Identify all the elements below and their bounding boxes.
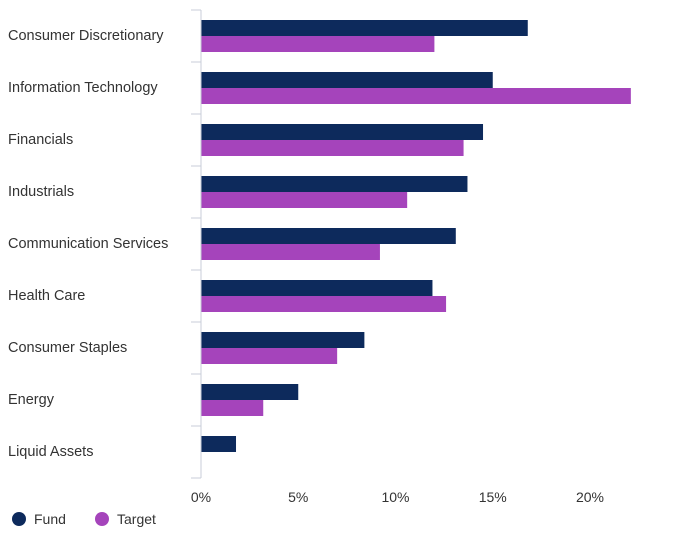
category-label-communication-services: Communication Services <box>8 236 168 252</box>
bar-fund-financials <box>201 124 484 140</box>
legend: Fund Target <box>12 511 156 527</box>
category-label-liquid-assets: Liquid Assets <box>8 444 93 460</box>
category-label-industrials: Industrials <box>8 184 74 200</box>
category-label-financials: Financials <box>8 132 73 148</box>
category-labels: Consumer Discretionary Information Techno… <box>8 28 168 460</box>
x-axis-tick-labels: 0% 5% 10% 15% 20% <box>191 489 604 505</box>
bars-layer <box>201 20 631 452</box>
bar-target-industrials <box>201 192 408 208</box>
category-label-consumer-discretionary: Consumer Discretionary <box>8 28 164 44</box>
bar-fund-consumer-staples <box>201 332 365 348</box>
bar-fund-health-care <box>201 280 433 296</box>
x-tick-label-10: 10% <box>381 489 409 505</box>
x-tick-label-15: 15% <box>479 489 507 505</box>
bar-target-consumer-discretionary <box>201 36 435 52</box>
bar-target-financials <box>201 140 464 156</box>
bar-fund-liquid-assets <box>201 436 237 452</box>
x-tick-label-20: 20% <box>576 489 604 505</box>
bar-target-consumer-staples <box>201 348 338 364</box>
bar-target-communication-services <box>201 244 380 260</box>
bar-target-energy <box>201 400 264 416</box>
bar-target-health-care <box>201 296 447 312</box>
bar-fund-industrials <box>201 176 468 192</box>
legend-marker-fund <box>12 512 26 526</box>
bar-target-information-technology <box>201 88 631 104</box>
legend-label-fund: Fund <box>34 511 66 527</box>
x-tick-label-5: 5% <box>288 489 308 505</box>
bar-fund-consumer-discretionary <box>201 20 528 36</box>
legend-label-target: Target <box>117 511 156 527</box>
bar-fund-energy <box>201 384 299 400</box>
bar-fund-communication-services <box>201 228 456 244</box>
legend-marker-target <box>95 512 109 526</box>
x-tick-label-0: 0% <box>191 489 211 505</box>
category-label-information-technology: Information Technology <box>8 80 158 96</box>
category-separators <box>191 9 201 479</box>
category-label-consumer-staples: Consumer Staples <box>8 340 127 356</box>
category-label-health-care: Health Care <box>8 288 85 304</box>
category-label-energy: Energy <box>8 392 55 408</box>
bar-fund-information-technology <box>201 72 493 88</box>
